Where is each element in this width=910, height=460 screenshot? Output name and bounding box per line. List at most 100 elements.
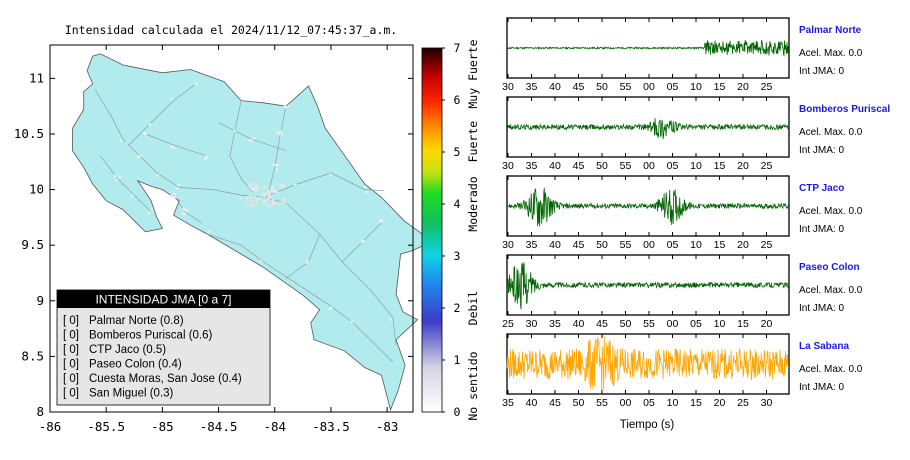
station-dot: [271, 185, 274, 189]
lon-tick-label: -85: [151, 419, 174, 434]
time-tick-label: 30: [526, 318, 538, 330]
station-dot: [263, 199, 267, 203]
station-dot: [266, 186, 270, 190]
station-dot: [114, 174, 117, 178]
seismogram-panel: 30 35 40 45 50 55 00 05 10 15 20 25 Bomberos Purisca…: [502, 96, 890, 172]
road-line: [263, 172, 384, 198]
colorbar-tick-label: 3: [454, 249, 461, 263]
station-dot: [250, 187, 254, 191]
colorbar-label: No sentido: [466, 351, 480, 420]
time-tick-label: 50: [596, 160, 608, 172]
station-dot: [263, 185, 266, 189]
lat-tick-label: 9: [36, 293, 44, 308]
time-tick-label: 30: [502, 160, 514, 172]
lon-tick-label: -84.5: [200, 419, 238, 434]
legend-station-label: Paseo Colon (0.4): [89, 359, 182, 371]
time-tick-label: 55: [643, 318, 655, 330]
time-tick-label: 10: [667, 397, 679, 409]
legend-box: [56, 289, 271, 406]
time-axis-label: Tiempo (s): [620, 419, 675, 431]
station-dot: [279, 183, 282, 187]
station-dot: [270, 188, 273, 192]
time-tick-label: 40: [549, 239, 561, 251]
station-dot: [282, 200, 286, 204]
legend-title: INTENSIDAD JMA [0 a 7]: [95, 293, 231, 307]
station-name: Bomberos Puriscal: [799, 104, 890, 115]
station-dot: [118, 175, 121, 179]
time-tick-label: 25: [502, 318, 514, 330]
time-tick-label: 25: [761, 81, 773, 93]
jma-intensity-label: Int JMA: 0: [799, 145, 844, 156]
lon-tick-label: -85.5: [87, 419, 125, 434]
time-tick-label: 35: [526, 239, 538, 251]
station-dot: [119, 139, 123, 142]
time-tick-label: 45: [573, 81, 585, 93]
station-dot: [245, 196, 249, 200]
legend-intensity: [ 0]: [63, 330, 79, 342]
time-tick-label: 35: [549, 318, 561, 330]
station-dot: [365, 190, 368, 194]
map-frame: [49, 44, 414, 413]
intensity-colorbar: 0 1 2 3 4 5 6 7 No sentido Debil Moderado Fuerte Muy…: [421, 39, 480, 421]
colorbar-tick-label: 7: [454, 41, 461, 55]
station-dot: [239, 196, 243, 200]
station-dot: [176, 187, 179, 190]
colorbar-label: Debil: [466, 291, 480, 326]
time-tick-label: 25: [737, 397, 749, 409]
station-dot: [258, 196, 261, 200]
station-dot: [173, 195, 176, 199]
station-name: CTP Jaco: [799, 183, 844, 194]
lon-tick-label: -86: [39, 419, 62, 434]
station-dot: [173, 192, 176, 196]
time-tick-label: 50: [596, 239, 608, 251]
colorbar-tick-label: 1: [454, 353, 461, 367]
station-dot: [172, 146, 176, 149]
station-dot: [150, 208, 154, 212]
station-dot: [183, 208, 186, 212]
lat-tick-label: 9.5: [21, 237, 44, 252]
station-dot: [205, 155, 208, 158]
station-dot: [255, 199, 259, 203]
legend-intensity: [ 0]: [63, 359, 79, 371]
station-dot: [246, 201, 250, 205]
station-dot: [267, 190, 271, 194]
time-tick-label: 45: [549, 397, 561, 409]
station-dot: [252, 137, 256, 140]
lat-tick-label: 11: [29, 70, 44, 85]
legend-station-label: San Miguel (0.3): [89, 388, 174, 400]
time-tick-label: 05: [643, 397, 655, 409]
station-dot: [142, 131, 146, 134]
station-dot: [156, 174, 159, 177]
accel-max-label: Acel. Max. 0.0: [799, 48, 863, 59]
station-dot: [250, 139, 253, 142]
time-tick-label: 35: [526, 160, 538, 172]
time-tick-label: 40: [549, 160, 561, 172]
time-tick-label: 55: [620, 160, 632, 172]
station-dot: [251, 204, 255, 207]
colorbar-tick-label: 6: [454, 93, 461, 107]
time-tick-label: 20: [761, 318, 773, 330]
station-dot: [263, 202, 266, 206]
time-tick-label: 40: [526, 397, 538, 409]
station-dot: [280, 134, 284, 137]
time-tick-label: 50: [596, 81, 608, 93]
station-dot: [330, 306, 333, 310]
time-tick-label: 05: [667, 160, 679, 172]
colorbar-label: Fuerte: [466, 121, 480, 163]
station-dot: [130, 194, 134, 197]
station-dot: [271, 198, 275, 202]
time-tick-label: 05: [667, 81, 679, 93]
station-dot: [267, 204, 270, 208]
station-dot: [263, 195, 266, 198]
station-dot: [181, 212, 184, 216]
colorbar-tick-label: 0: [454, 405, 461, 419]
legend-station-label: CTP Jaco (0.5): [89, 344, 166, 356]
road-line: [207, 233, 394, 363]
time-tick-label: 20: [714, 397, 726, 409]
waveform-trace: [506, 336, 789, 392]
legend-intensity: [ 0]: [63, 315, 79, 327]
intensity-map: -86 -85.5 -85 -84.5 -84 -83.5 -83 11 10.5 10 9.5 9 8…: [14, 44, 437, 434]
station-dot: [250, 195, 253, 198]
seismogram-panel: 35 40 45 50 55 00 05 10 15 20 25 30 La Sabana Acel. M…: [502, 333, 863, 409]
station-dot: [233, 129, 237, 133]
